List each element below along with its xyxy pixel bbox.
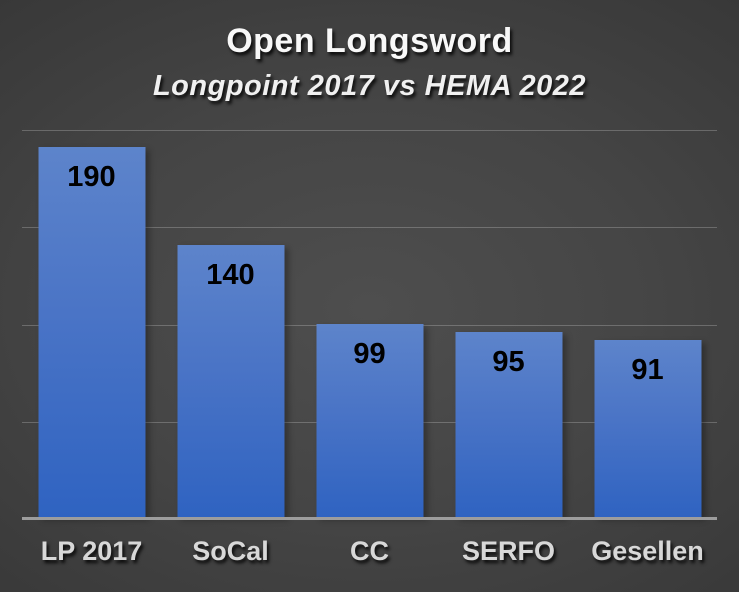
bar-lp2017: 190 [38, 147, 145, 517]
gridline-200 [22, 130, 717, 131]
bar-group: 190 140 99 95 91 [22, 130, 717, 519]
bar-value-label: 95 [492, 346, 525, 379]
category-label-cc: CC [350, 536, 389, 566]
bar-socal: 140 [177, 244, 284, 517]
bar-serfo: 95 [455, 332, 562, 517]
chart-title: Open Longsword [226, 22, 513, 60]
plot-area: 190 140 99 95 91 [22, 130, 717, 520]
bar-column-lp2017: 190 [22, 130, 161, 519]
category-label-lp2017: LP 2017 [40, 536, 143, 566]
bar-column-cc: 99 [300, 130, 439, 519]
bar-cc: 99 [316, 324, 423, 517]
bar-column-socal: 140 [161, 130, 300, 519]
x-axis-line [22, 517, 717, 520]
bar-value-label: 140 [206, 258, 255, 291]
bar-column-gesellen: 91 [578, 130, 717, 519]
bar-value-label: 91 [631, 354, 664, 387]
category-axis: LP 2017 SoCal CC SERFO Gesellen [22, 536, 717, 567]
chart-subtitle: Longpoint 2017 vs HEMA 2022 [152, 70, 587, 102]
bar-gesellen: 91 [594, 340, 701, 517]
category-label-serfo: SERFO [461, 536, 555, 566]
category-label-gesellen: Gesellen [591, 536, 704, 566]
bar-column-serfo: 95 [439, 130, 578, 519]
category-label-socal: SoCal [192, 536, 269, 566]
bar-value-label: 99 [353, 338, 386, 371]
gridline-150 [22, 227, 717, 229]
bar-value-label: 190 [67, 161, 116, 194]
